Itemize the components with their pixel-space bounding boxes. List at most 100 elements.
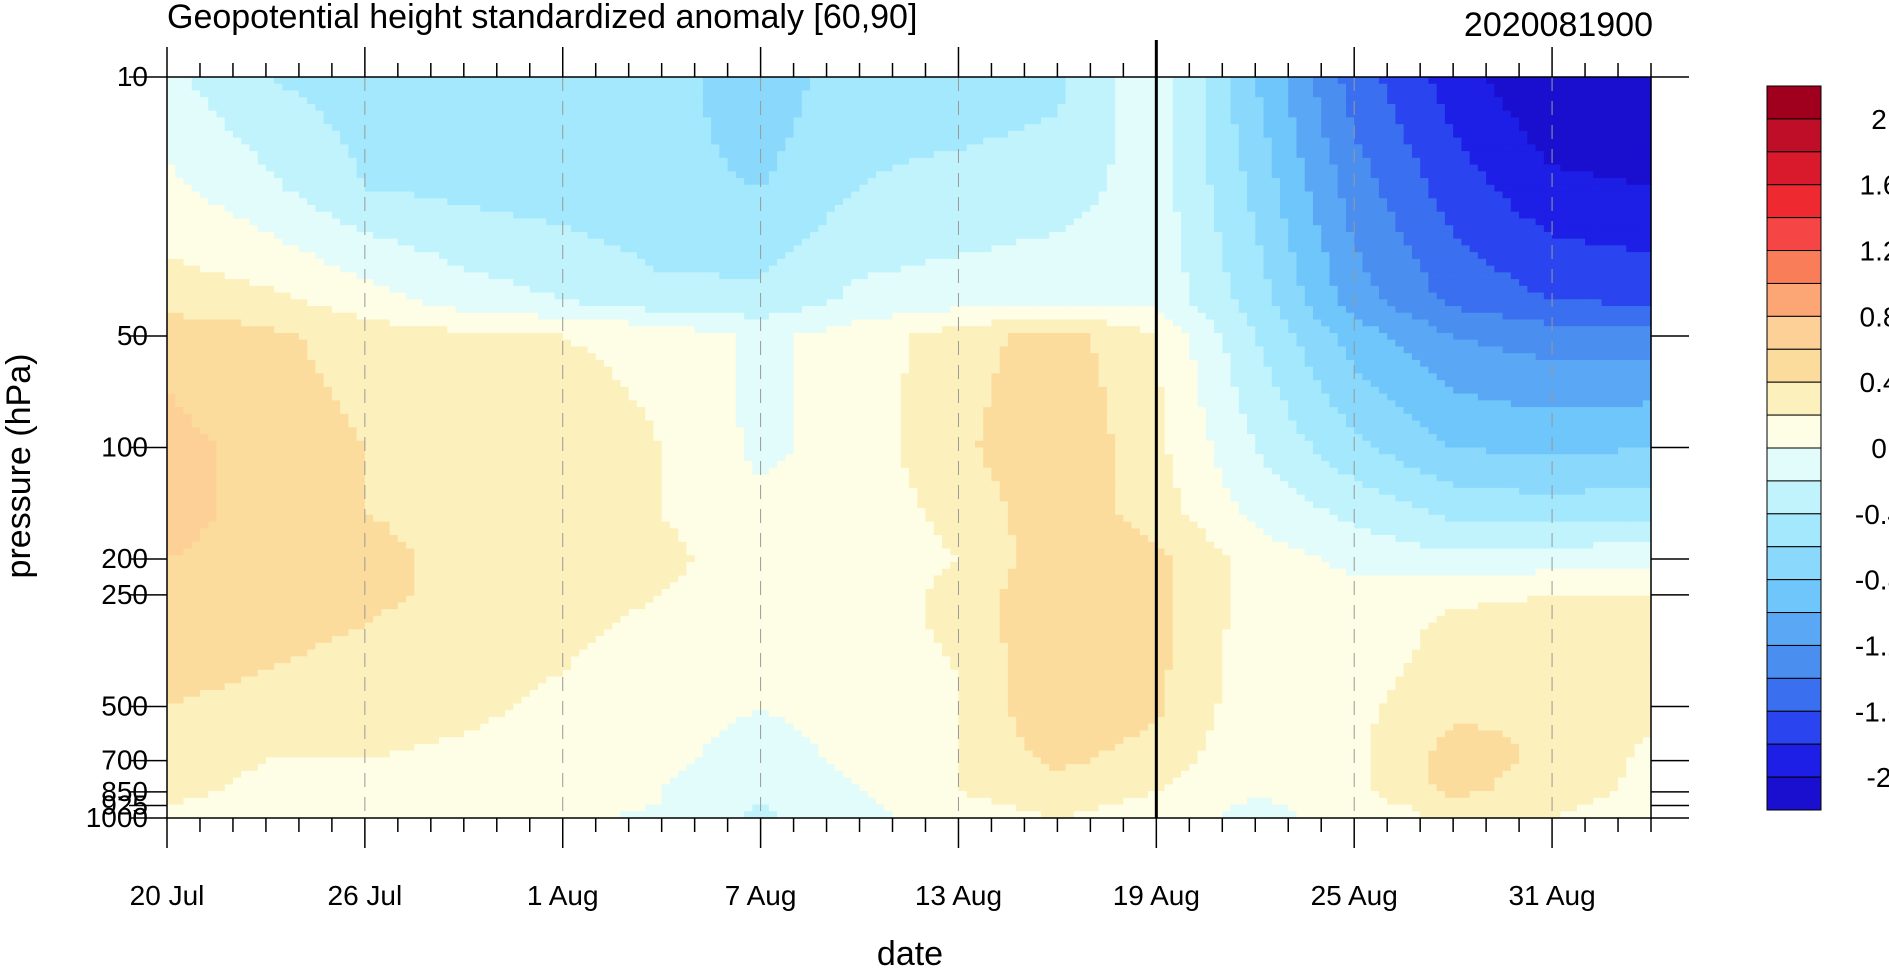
contour-cell xyxy=(332,97,341,104)
contour-cell xyxy=(703,138,712,145)
contour-cell xyxy=(917,90,926,97)
contour-cell xyxy=(1214,104,1223,111)
contour-cell xyxy=(1280,117,1289,124)
contour-cell xyxy=(225,84,234,91)
contour-cell xyxy=(431,84,440,91)
contour-cell xyxy=(736,131,745,138)
contour-cell xyxy=(1016,124,1025,131)
contour-cell xyxy=(1140,124,1149,131)
contour-cell xyxy=(1123,124,1132,131)
contour-cell xyxy=(1494,124,1503,131)
contour-cell xyxy=(315,77,324,84)
contour-cell xyxy=(1412,117,1421,124)
contour-cell xyxy=(967,131,976,138)
contour-cell xyxy=(1099,90,1108,97)
contour-cell xyxy=(1577,104,1586,111)
contour-cell xyxy=(620,124,629,131)
contour-cell xyxy=(1057,97,1066,104)
contour-cell xyxy=(1494,90,1503,97)
contour-cell xyxy=(662,111,671,118)
contour-cell xyxy=(1280,104,1289,111)
contour-cell xyxy=(860,111,869,118)
contour-cell xyxy=(950,131,959,138)
contour-cell xyxy=(406,104,415,111)
contour-cell xyxy=(711,131,720,138)
contour-cell xyxy=(406,90,415,97)
contour-cell xyxy=(876,104,885,111)
contour-cell xyxy=(489,111,498,118)
contour-cell xyxy=(1074,97,1083,104)
contour-cell xyxy=(439,90,448,97)
contour-cell xyxy=(1272,84,1281,91)
contour-cell xyxy=(728,90,737,97)
contour-cell xyxy=(1560,104,1569,111)
contour-cell xyxy=(1371,77,1380,84)
contour-cell xyxy=(340,90,349,97)
contour-cell xyxy=(645,131,654,138)
contour-cell xyxy=(571,77,580,84)
contour-cell xyxy=(761,131,770,138)
contour-cell xyxy=(1560,90,1569,97)
contour-cell xyxy=(719,104,728,111)
contour-cell xyxy=(1503,117,1512,124)
contour-cell xyxy=(1033,104,1042,111)
contour-cell xyxy=(1033,124,1042,131)
contour-cell xyxy=(1123,131,1132,138)
contour-cell xyxy=(744,111,753,118)
contour-cell xyxy=(1140,77,1149,84)
contour-cell xyxy=(439,84,448,91)
contour-cell xyxy=(1635,111,1644,118)
contour-cell xyxy=(1115,111,1124,118)
contour-cell xyxy=(670,77,679,84)
contour-cell xyxy=(1527,104,1536,111)
contour-cell xyxy=(1470,97,1479,104)
contour-cell xyxy=(596,111,605,118)
contour-cell xyxy=(1560,117,1569,124)
contour-cell xyxy=(1470,111,1479,118)
contour-cell xyxy=(1635,104,1644,111)
contour-cell xyxy=(777,104,786,111)
contour-cell xyxy=(686,84,695,91)
contour-cell xyxy=(1181,131,1190,138)
contour-cell xyxy=(728,97,737,104)
contour-cell xyxy=(1313,77,1322,84)
contour-cell xyxy=(464,111,473,118)
contour-cell xyxy=(513,97,522,104)
contour-cell xyxy=(958,77,967,84)
contour-cell xyxy=(1346,131,1355,138)
contour-cell xyxy=(761,124,770,131)
contour-cell xyxy=(200,111,209,118)
contour-cell xyxy=(1288,111,1297,118)
contour-cell xyxy=(274,138,283,145)
contour-cell xyxy=(225,104,234,111)
contour-cell xyxy=(835,124,844,131)
contour-cell xyxy=(1486,77,1495,84)
contour-cell xyxy=(1255,77,1264,84)
contour-cell xyxy=(447,97,456,104)
contour-cell xyxy=(1181,111,1190,118)
contour-cell xyxy=(1585,77,1594,84)
contour-cell xyxy=(802,90,811,97)
contour-cell xyxy=(1544,84,1553,91)
contour-cell xyxy=(538,97,547,104)
contour-cell xyxy=(1107,131,1116,138)
contour-cell xyxy=(1016,104,1025,111)
contour-cell xyxy=(489,117,498,124)
contour-cell xyxy=(1066,84,1075,91)
contour-cell xyxy=(282,90,291,97)
contour-cell xyxy=(975,117,984,124)
contour-cell xyxy=(587,138,596,145)
contour-cell xyxy=(1577,77,1586,84)
contour-cell xyxy=(711,111,720,118)
contour-cell xyxy=(456,97,465,104)
contour-cell xyxy=(1585,84,1594,91)
contour-cell xyxy=(208,131,217,138)
contour-cell xyxy=(216,77,225,84)
contour-cell xyxy=(843,117,852,124)
contour-cell xyxy=(1354,90,1363,97)
contour-cell xyxy=(398,131,407,138)
contour-cell xyxy=(1412,111,1421,118)
contour-cell xyxy=(1057,104,1066,111)
contour-cell xyxy=(851,77,860,84)
contour-cell xyxy=(1231,131,1240,138)
